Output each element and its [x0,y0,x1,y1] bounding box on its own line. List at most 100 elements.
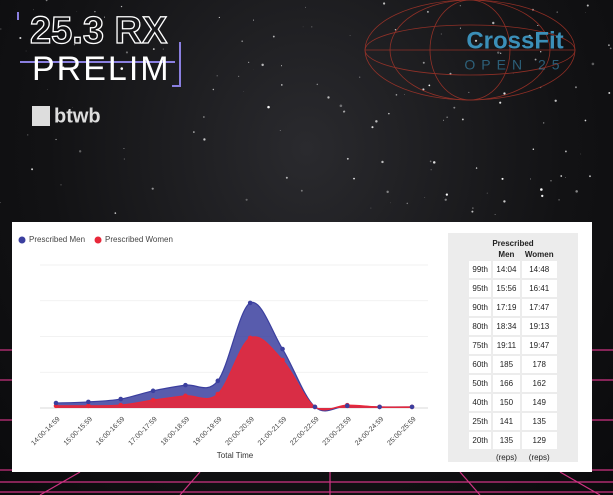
star [468,91,470,93]
point [215,391,221,397]
star [123,158,125,160]
star [491,37,493,38]
table-row: 60th 185 178 [469,356,557,373]
star [560,175,563,177]
star [243,91,244,92]
point [183,382,188,388]
cell: 135 [521,413,557,430]
area-fill [56,336,412,410]
point [280,357,285,363]
cell: 185 [492,356,520,373]
percentile: 80th [469,318,491,335]
star [609,47,612,50]
percentile-table: Prescribed Men Women 99th 14:04 14:48 95th 15… [448,233,578,462]
area-fill [56,302,412,411]
point [86,399,91,405]
star [55,138,57,141]
star [120,67,124,70]
star [125,51,129,54]
legend-swatch [94,236,102,244]
point [118,402,124,408]
star [0,28,2,30]
star [528,34,531,37]
star [543,122,545,124]
star [500,52,502,54]
percentile: 50th [469,375,491,392]
unit-label: (reps) [495,452,517,462]
star [541,194,544,198]
percentile: 40th [469,394,491,411]
star [285,176,288,179]
star [33,9,35,11]
star [375,120,378,123]
star [591,62,595,66]
star [237,75,240,78]
star [73,43,76,46]
star [580,153,582,155]
bracket [17,12,181,87]
star [19,36,22,40]
star [442,119,444,121]
cell: 129 [521,432,557,449]
star [497,51,500,54]
corner [469,250,491,259]
star [422,61,425,64]
point [86,403,91,409]
x-tick-label: 19:00-19:59 [192,416,223,447]
star [371,126,374,129]
percentile: 75th [469,337,491,354]
star [550,180,552,182]
star [503,92,506,95]
star [459,5,461,7]
neon-grid [0,349,613,495]
event-sub: OPEN 25 [464,57,565,73]
cell: 14:48 [521,261,557,278]
star [574,86,577,89]
cell: 135 [492,432,520,449]
star [94,10,96,13]
star [343,110,346,113]
star [248,61,250,63]
star [151,187,154,190]
percentile: 99th [469,261,491,278]
point [150,388,156,394]
table-row: 99th 14:04 14:48 [469,261,557,278]
star [554,99,557,102]
star [432,161,436,164]
star [62,66,65,69]
star [193,131,195,133]
star [584,12,586,13]
star [203,138,206,141]
point [247,300,253,306]
corner [469,451,491,463]
star [78,150,82,153]
star [534,58,537,61]
star [386,190,389,194]
star [486,192,488,194]
star [261,63,264,67]
cell: 17:47 [521,299,557,316]
star [302,26,304,28]
star [430,169,432,171]
star [530,178,531,180]
legend-label: Prescribed Men [29,235,85,244]
star [461,118,464,121]
star [120,5,123,8]
star [459,27,462,29]
star [327,96,330,99]
point [215,378,221,384]
star [429,160,432,163]
star [575,190,578,193]
star [556,11,558,13]
star [404,94,405,95]
star [589,175,591,178]
brand-icon [32,106,50,126]
subtitle: PRELIM [32,50,171,88]
x-tick-label: 24:00-24:59 [354,416,385,447]
star [492,21,495,25]
star [608,92,611,94]
star [359,76,361,78]
star [216,75,218,77]
cell: 150 [492,394,520,411]
cell: 19:13 [521,318,557,335]
